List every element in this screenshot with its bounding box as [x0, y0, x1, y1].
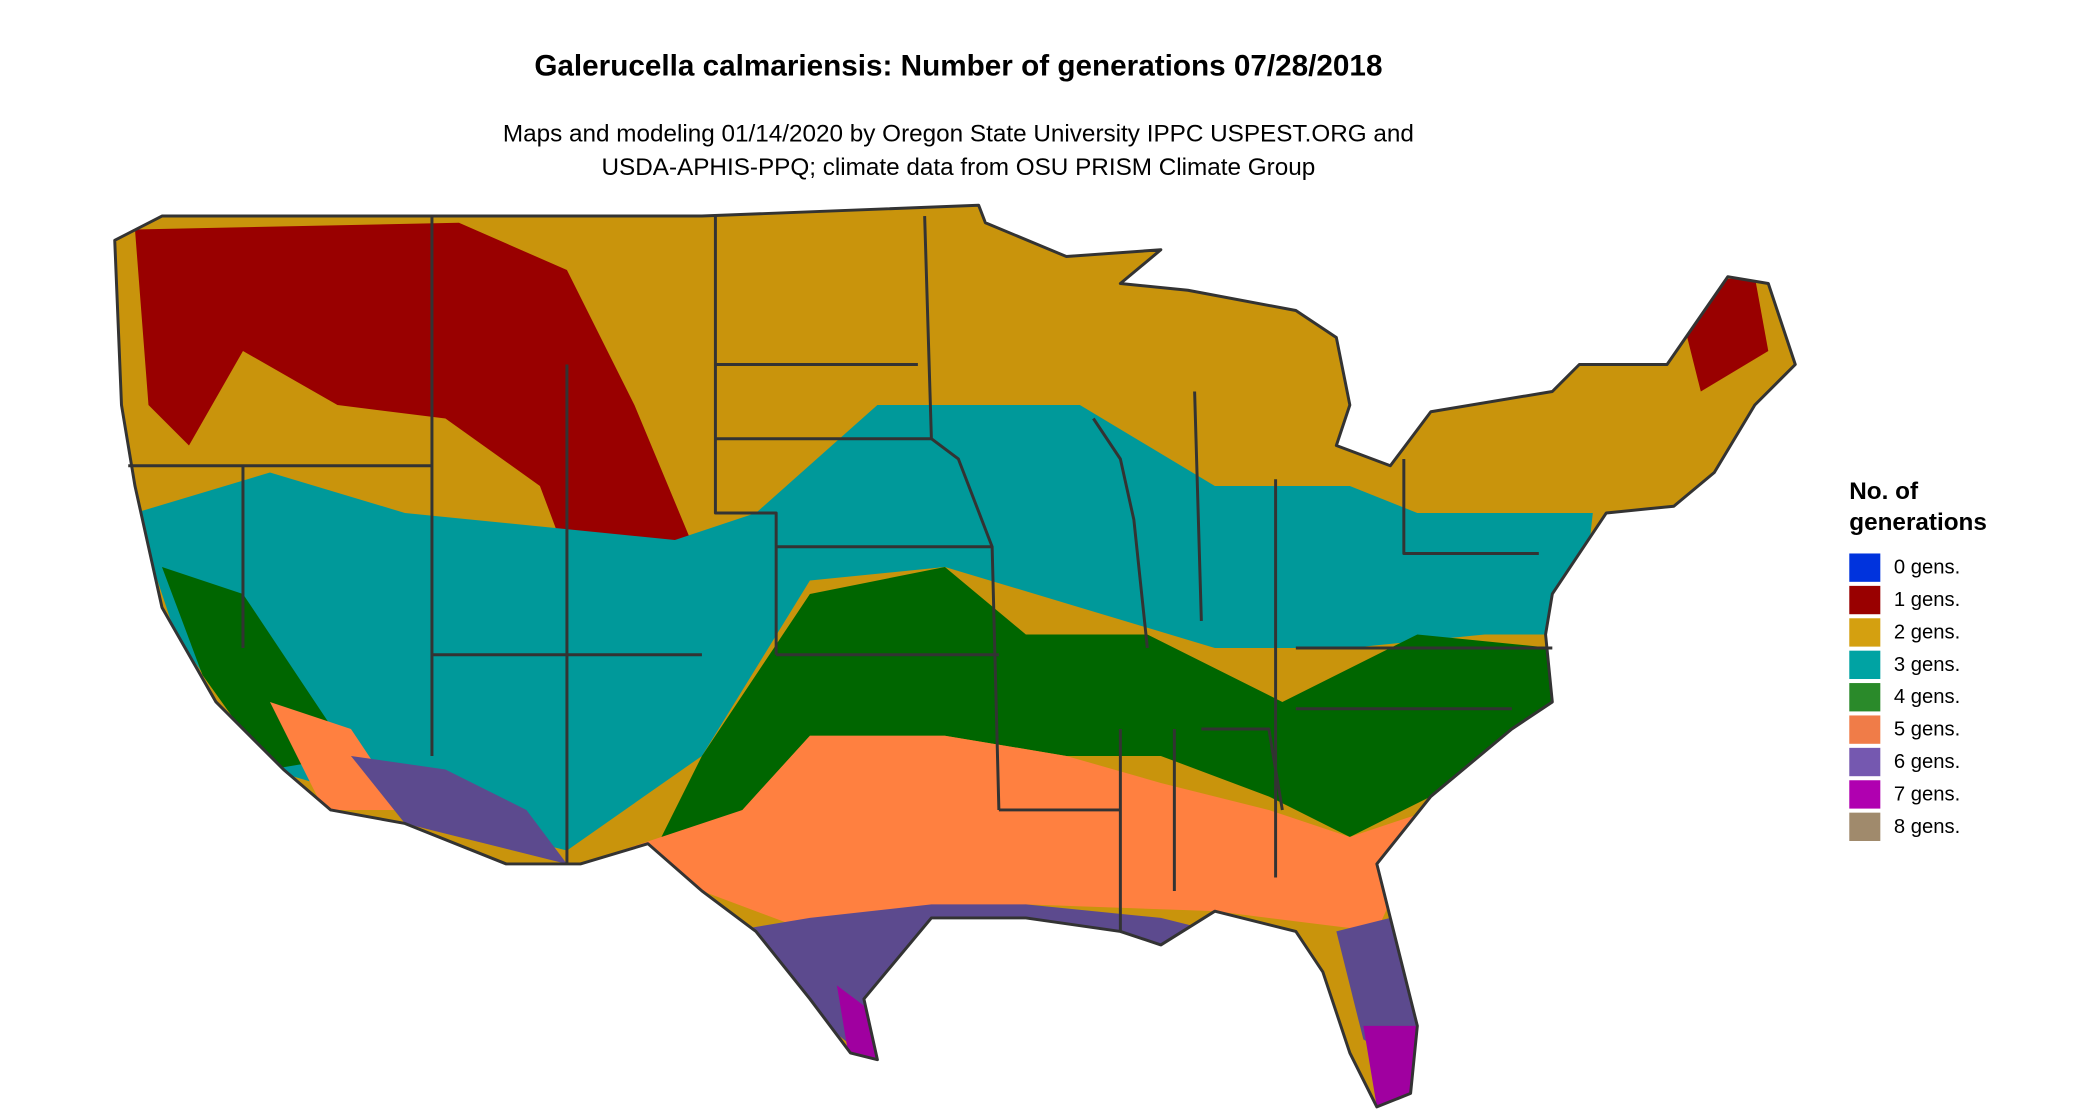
legend-title: generations	[1849, 509, 1987, 536]
zone-3	[134, 404, 1593, 851]
legend-label: 1 gens.	[1894, 589, 1960, 611]
zone-6	[350, 755, 567, 864]
zone-5	[580, 735, 1431, 932]
zone-5	[269, 701, 405, 810]
legend-swatch	[1849, 650, 1881, 680]
legend-label: 4 gens.	[1894, 686, 1960, 708]
legend-swatch	[1849, 553, 1881, 582]
zone-6	[728, 904, 1215, 1067]
legend-swatch	[1849, 715, 1881, 744]
legend-swatch	[1849, 683, 1881, 712]
legend: 0 gens. 1 gens. 2 gens. 3 gens. 4 gens. 5 gen…	[1849, 553, 1960, 841]
legend-title: No. of	[1849, 478, 1919, 505]
legend-label: 5 gens.	[1894, 719, 1960, 741]
legend-swatch	[1849, 747, 1881, 777]
legend-label: 8 gens.	[1894, 816, 1960, 838]
map-subtitle: Maps and modeling 01/14/2020 by Oregon S…	[503, 120, 1414, 147]
zone-1	[134, 222, 702, 648]
map-title: Galerucella calmariensis: Number of gene…	[534, 49, 1382, 82]
zone-4	[647, 566, 1553, 864]
legend-label: 6 gens.	[1894, 751, 1960, 773]
zone-7	[836, 985, 1418, 1107]
map	[114, 205, 1796, 1107]
legend-label: 3 gens.	[1894, 654, 1960, 676]
legend-swatch	[1849, 618, 1881, 647]
state-borders	[128, 215, 1553, 932]
legend-label: 0 gens.	[1894, 557, 1960, 579]
legend-swatch	[1849, 780, 1881, 809]
legend-swatch	[1849, 585, 1881, 615]
legend-swatch	[1849, 812, 1881, 841]
map-subtitle: USDA-APHIS-PPQ; climate data from OSU PR…	[601, 154, 1315, 181]
legend-label: 2 gens.	[1894, 621, 1960, 643]
legend-label: 7 gens.	[1894, 783, 1960, 805]
